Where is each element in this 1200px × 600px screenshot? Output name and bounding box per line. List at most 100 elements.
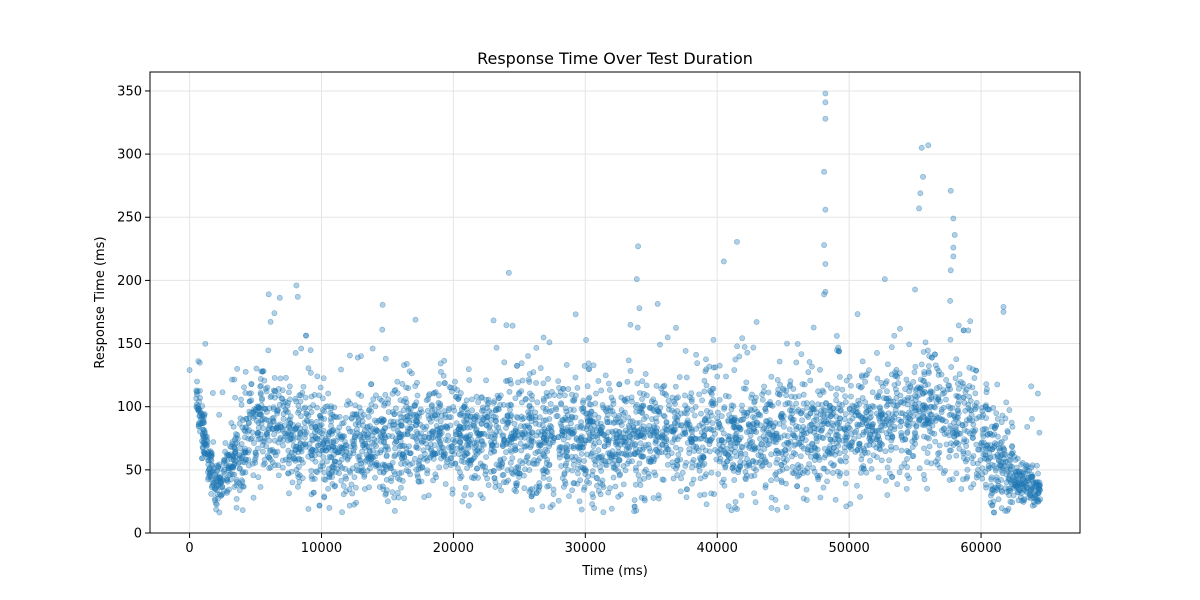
data-point [732, 504, 738, 511]
data-point [208, 490, 215, 497]
data-point [775, 450, 782, 456]
data-point [626, 451, 633, 458]
data-point [233, 482, 240, 489]
data-point [499, 472, 506, 479]
data-point [385, 409, 392, 415]
data-point [834, 385, 841, 392]
data-point [859, 374, 865, 380]
data-point [703, 366, 710, 373]
data-point [743, 476, 749, 483]
data-point [639, 410, 646, 417]
data-point [950, 215, 957, 222]
data-point [588, 401, 594, 408]
data-point [683, 374, 690, 381]
data-point [589, 468, 596, 474]
data-point [659, 476, 666, 483]
data-point [976, 414, 983, 420]
data-point [241, 384, 247, 391]
data-point [780, 455, 787, 462]
data-point [622, 467, 629, 474]
data-point [578, 464, 584, 471]
data-point [232, 394, 239, 401]
data-point [461, 404, 468, 410]
data-point [219, 389, 226, 396]
data-point [317, 463, 324, 470]
data-point [269, 446, 276, 453]
data-point [347, 400, 353, 407]
data-point [451, 451, 458, 457]
data-point [342, 473, 349, 480]
data-point [255, 404, 262, 411]
data-point [922, 339, 929, 346]
data-point [752, 459, 759, 466]
data-point [732, 356, 739, 363]
data-point [773, 459, 780, 466]
data-point [507, 407, 513, 413]
data-point [414, 445, 421, 451]
data-point [437, 400, 443, 407]
data-point [849, 415, 856, 422]
data-point [741, 344, 748, 350]
data-point [653, 382, 660, 389]
y-tick-label: 100 [117, 400, 142, 415]
data-point [674, 462, 681, 469]
data-point [435, 432, 442, 439]
data-point [519, 377, 526, 384]
data-point [487, 427, 493, 434]
data-point [535, 439, 542, 446]
data-point [346, 486, 353, 493]
data-point [843, 470, 850, 477]
data-point [948, 447, 954, 454]
data-point [409, 460, 416, 467]
data-point [814, 446, 821, 453]
data-point [731, 477, 738, 483]
data-point [967, 318, 974, 325]
data-point [841, 416, 848, 423]
data-point [703, 356, 709, 363]
data-point [642, 371, 649, 377]
data-point [496, 464, 503, 471]
data-point [462, 419, 469, 426]
data-point [577, 477, 584, 484]
data-point [495, 424, 502, 431]
data-point [424, 470, 431, 477]
data-point [748, 394, 755, 401]
data-point [856, 440, 863, 447]
data-point [734, 238, 740, 245]
data-point [233, 504, 240, 511]
data-point [877, 404, 883, 410]
data-point [708, 391, 715, 397]
data-point [1002, 415, 1009, 422]
data-point [615, 468, 622, 475]
data-point [745, 421, 752, 428]
data-point [238, 482, 245, 489]
data-point [718, 437, 725, 443]
data-point [966, 393, 973, 400]
data-point [698, 410, 704, 417]
data-point [484, 475, 491, 482]
data-point [793, 359, 800, 366]
data-point [883, 378, 890, 385]
data-point [559, 475, 566, 481]
data-point [415, 474, 421, 480]
data-point [353, 462, 360, 469]
data-point [972, 402, 978, 409]
data-point [580, 397, 587, 404]
data-point [436, 464, 443, 471]
data-point [1000, 309, 1007, 315]
data-point [804, 404, 811, 411]
data-point [257, 383, 264, 390]
data-point [577, 424, 584, 431]
data-point [505, 477, 512, 484]
data-point [889, 433, 896, 440]
data-point [796, 393, 802, 400]
data-point [339, 420, 346, 427]
data-point [916, 205, 922, 212]
data-point [307, 369, 314, 376]
data-point [257, 411, 263, 418]
data-point [805, 369, 812, 376]
data-point [600, 509, 607, 516]
data-point [886, 421, 892, 428]
data-point [846, 373, 853, 380]
data-point [683, 486, 690, 493]
